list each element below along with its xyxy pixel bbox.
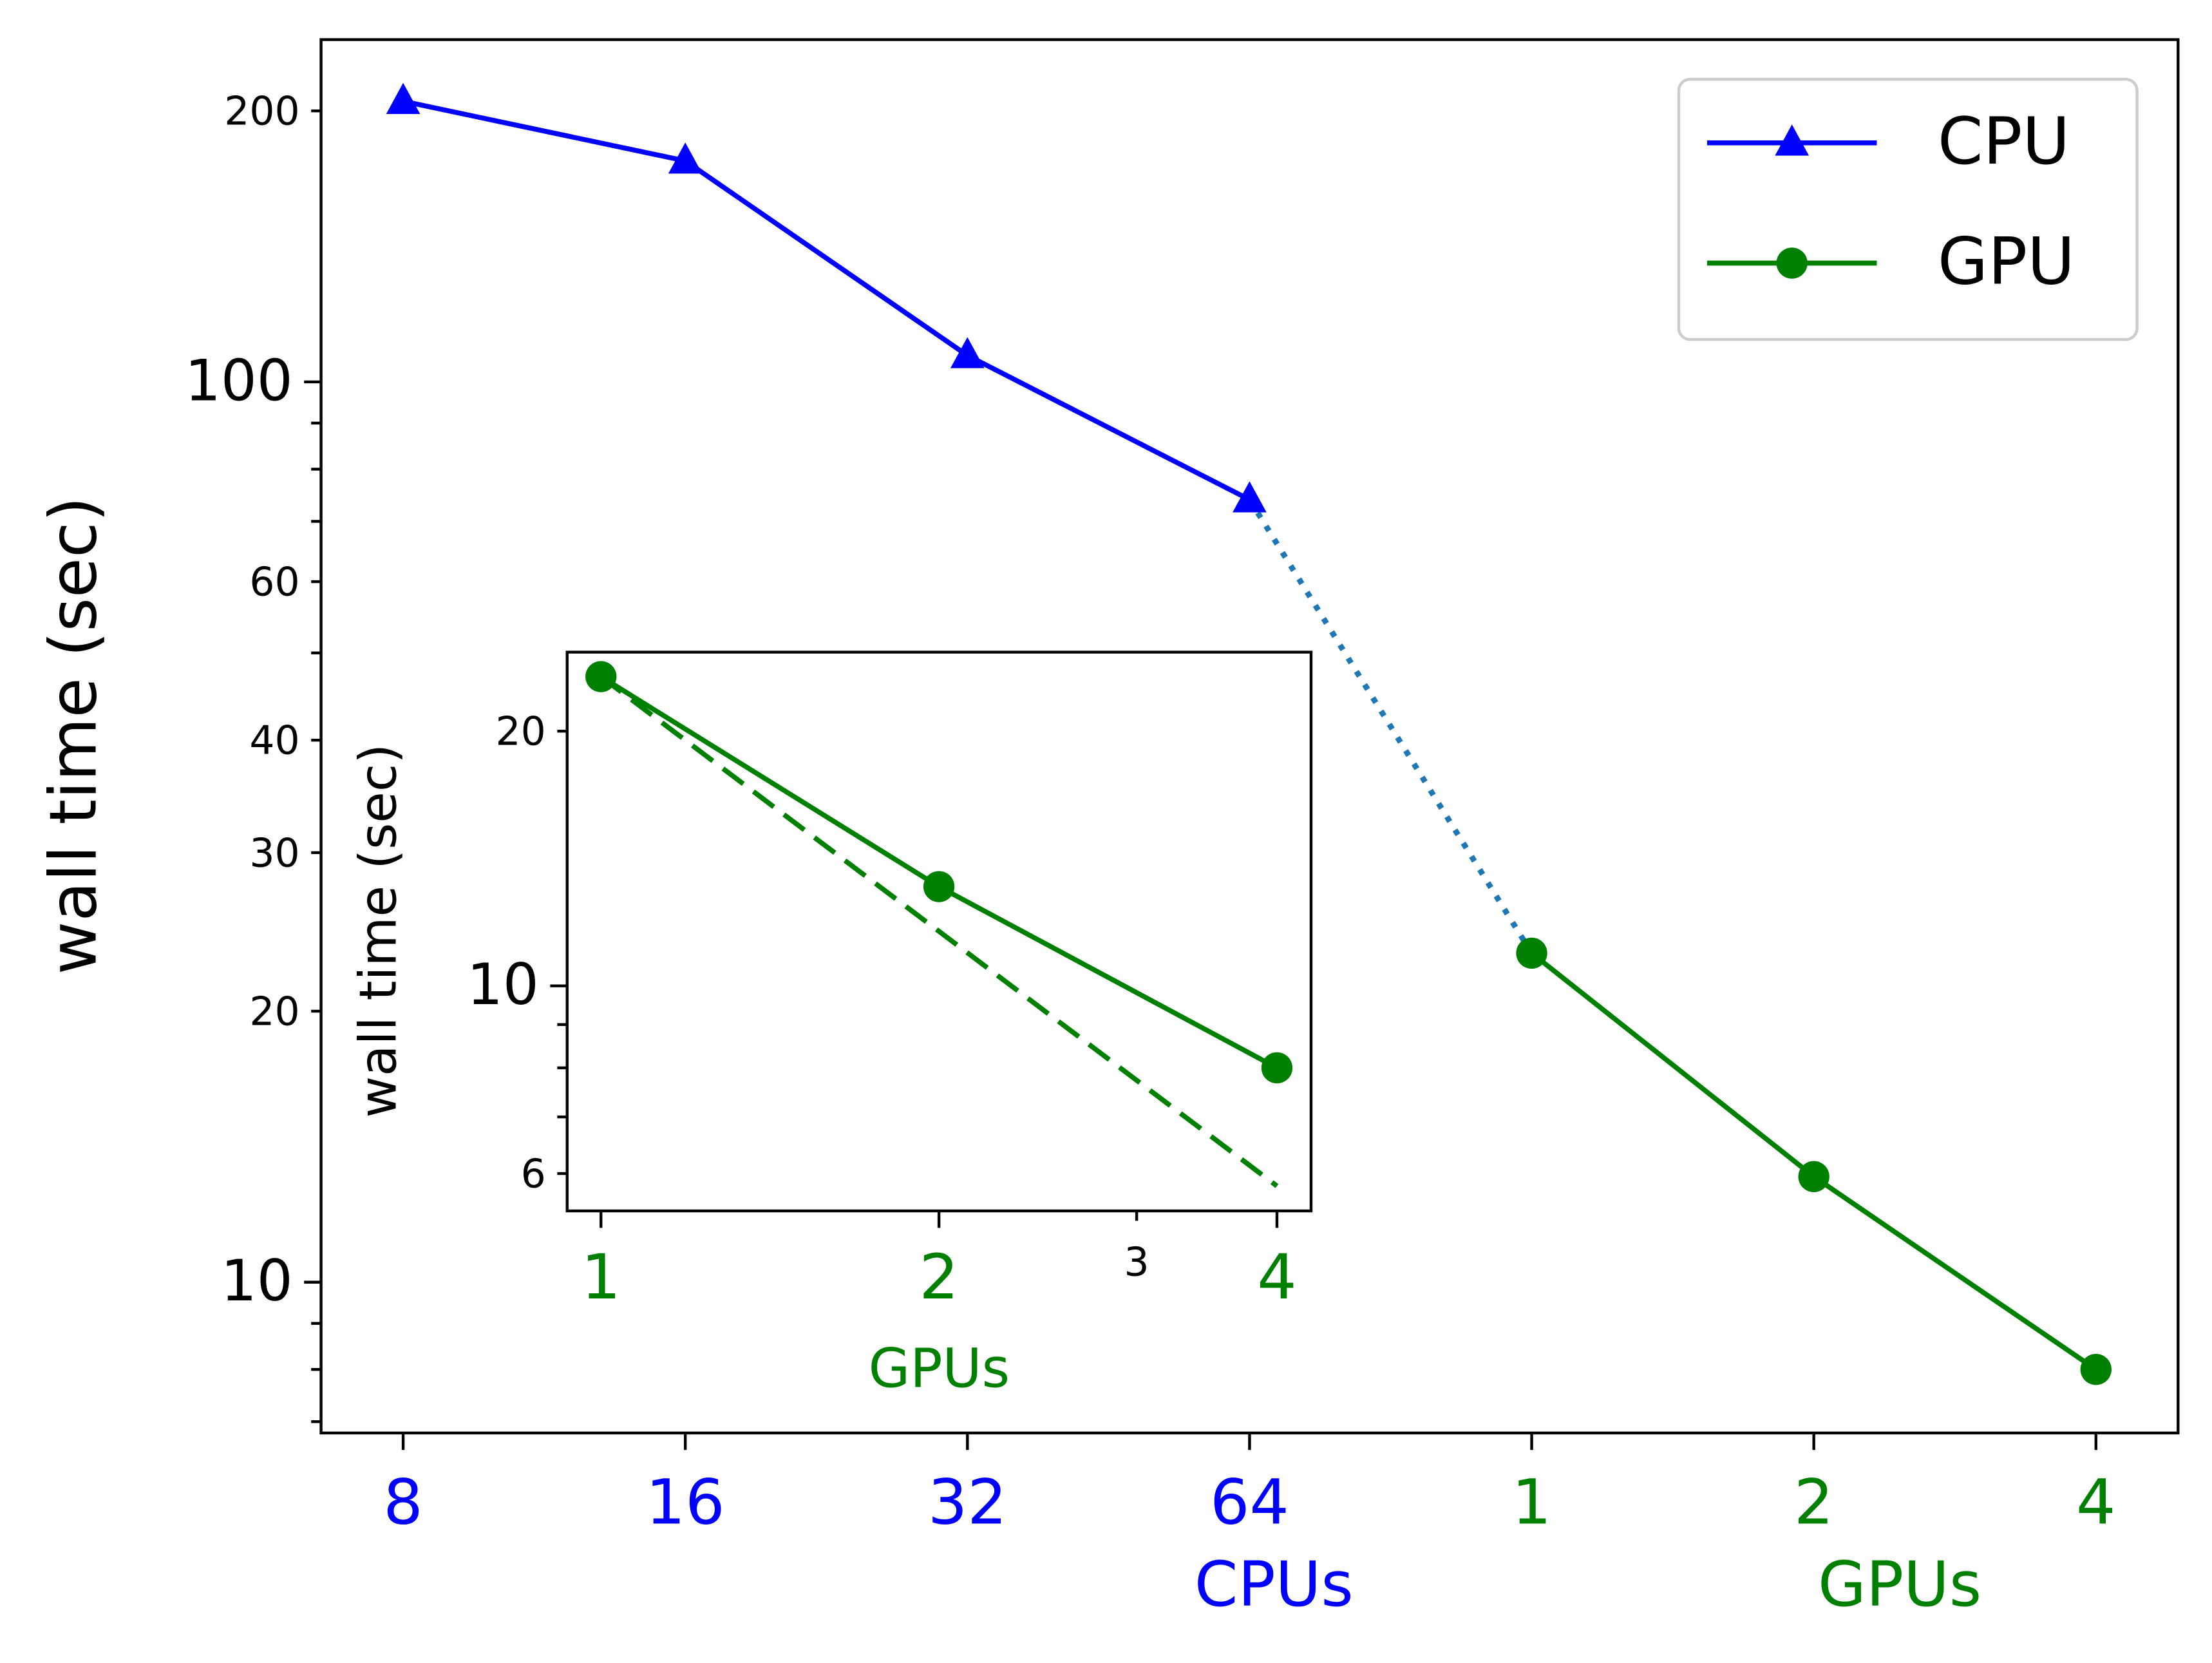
y-tick-label: 60 xyxy=(249,559,299,605)
marker xyxy=(1798,1161,1829,1192)
x-tick-label: 16 xyxy=(646,1465,725,1538)
marker xyxy=(950,337,985,368)
y-tick-label: 10 xyxy=(221,1248,293,1314)
legend-label: CPU xyxy=(1938,103,2070,179)
y-tick-label: 40 xyxy=(249,717,299,764)
x-axis-label: GPUs xyxy=(1818,1548,1981,1620)
x-tick-label: 8 xyxy=(383,1465,422,1538)
x-tick-label: 4 xyxy=(2076,1465,2115,1538)
x-tick-label: 1 xyxy=(581,1240,620,1313)
legend-marker xyxy=(1775,124,1810,156)
x-tick-label: 3 xyxy=(1124,1239,1149,1286)
y-tick-label: 200 xyxy=(224,88,299,135)
legend-label: GPU xyxy=(1938,223,2075,299)
x-axis-label: CPUs xyxy=(1195,1548,1354,1620)
y-tick-label: 20 xyxy=(496,708,546,755)
x-axis-label: GPUs xyxy=(869,1337,1010,1400)
marker xyxy=(386,82,421,114)
y-tick-label: 6 xyxy=(521,1151,546,1197)
x-tick-label: 1 xyxy=(1512,1465,1551,1538)
connector-line xyxy=(1247,498,1535,955)
x-tick-label: 2 xyxy=(1794,1465,1833,1538)
y-tick-label: 10 xyxy=(467,951,539,1018)
legend-marker xyxy=(1776,247,1808,279)
y-tick-label: 100 xyxy=(185,347,293,413)
marker xyxy=(1261,1052,1293,1084)
marker xyxy=(2080,1354,2112,1385)
x-tick-label: 32 xyxy=(928,1465,1007,1538)
marker xyxy=(1516,937,1547,969)
x-tick-label: 2 xyxy=(919,1240,958,1313)
y-tick-label: 30 xyxy=(249,830,299,876)
series-line xyxy=(599,674,1279,1188)
y-tick-label: 20 xyxy=(249,988,299,1034)
marker xyxy=(668,142,703,174)
y-axis-label: wall time (sec) xyxy=(35,497,111,974)
marker xyxy=(923,871,955,902)
marker xyxy=(1233,481,1267,513)
y-axis-label: wall time (sec) xyxy=(348,744,408,1118)
x-tick-label: 4 xyxy=(1257,1240,1296,1313)
x-tick-label: 64 xyxy=(1210,1465,1289,1538)
series-line xyxy=(402,99,1251,502)
